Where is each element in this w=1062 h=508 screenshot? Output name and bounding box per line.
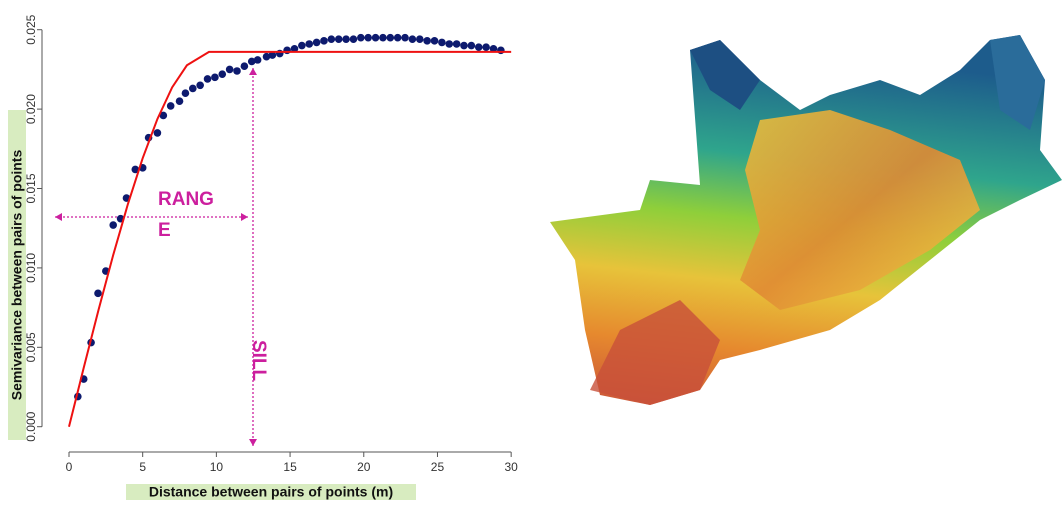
point (482, 43, 490, 51)
point (423, 37, 431, 45)
point (364, 34, 372, 42)
point (233, 67, 241, 75)
point (497, 47, 505, 55)
point (438, 39, 446, 47)
point (460, 42, 468, 50)
point (431, 37, 439, 45)
y-tick-label: 0.000 (24, 411, 38, 441)
point (305, 40, 313, 48)
y-tick-label: 0.025 (24, 14, 38, 44)
point (109, 221, 117, 229)
x-tick-label: 10 (210, 460, 224, 474)
point (283, 47, 291, 55)
point (357, 34, 365, 42)
point (313, 39, 321, 47)
annotation: RANG (158, 189, 214, 210)
point (372, 34, 380, 42)
point (218, 70, 226, 78)
x-axis-label: Distance between pairs of points (m) (149, 484, 393, 500)
point (189, 85, 197, 93)
point (154, 129, 162, 137)
x-tick-label: 25 (431, 460, 445, 474)
annotation: SILL (248, 340, 269, 382)
point (445, 40, 453, 48)
point (342, 35, 350, 43)
x-tick-label: 5 (139, 460, 146, 474)
x-tick-label: 30 (504, 460, 518, 474)
point (394, 34, 402, 42)
point (453, 40, 461, 48)
point (468, 42, 476, 50)
point (276, 50, 284, 58)
y-tick-label: 0.005 (24, 332, 38, 362)
point (416, 35, 424, 43)
y-tick-label: 0.015 (24, 173, 38, 203)
point (320, 37, 328, 45)
point (167, 102, 175, 110)
point (350, 35, 358, 43)
x-tick-label: 15 (283, 460, 297, 474)
surface-illustration (550, 35, 1062, 405)
y-axis-label: Semivariance between pairs of points (9, 150, 25, 401)
point (254, 56, 262, 64)
x-tick-label: 0 (66, 460, 73, 474)
point (401, 34, 409, 42)
point (328, 35, 336, 43)
x-tick-label: 20 (357, 460, 371, 474)
point (211, 74, 219, 82)
point (298, 42, 306, 50)
annotation: E (158, 220, 171, 241)
point (379, 34, 387, 42)
point (182, 89, 190, 97)
point (94, 290, 102, 298)
point (475, 43, 483, 51)
point (387, 34, 395, 42)
y-tick-label: 0.010 (24, 253, 38, 283)
point (241, 62, 249, 70)
model-line (69, 52, 511, 427)
point (226, 66, 234, 74)
point (196, 81, 204, 89)
point (176, 97, 184, 105)
point (409, 35, 417, 43)
point (335, 35, 343, 43)
y-tick-label: 0.020 (24, 94, 38, 124)
point (204, 75, 212, 83)
figure: Distance between pairs of points (m) Sem… (0, 0, 1062, 503)
